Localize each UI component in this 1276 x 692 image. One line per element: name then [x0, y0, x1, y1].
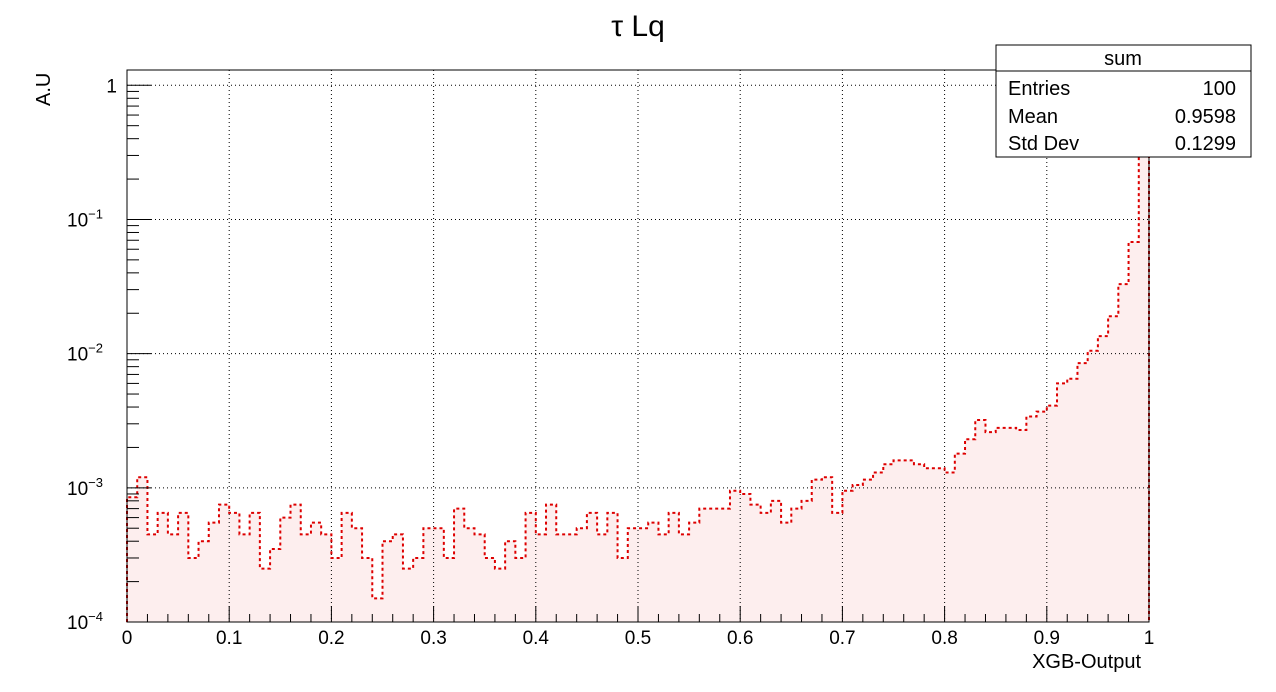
stats-stddev-value: 0.1299	[1175, 133, 1236, 155]
x-tick-label: 0.5	[625, 628, 651, 649]
x-tick-label: 0.9	[1034, 628, 1060, 649]
x-tick-label: 0.4	[523, 628, 550, 649]
histogram-fill	[127, 141, 1149, 622]
y-tick-label: 10−4	[67, 609, 103, 634]
histogram-series-line	[126, 140, 1150, 622]
x-tick-label: 0.3	[420, 628, 446, 649]
histogram-fill-layer	[127, 141, 1149, 622]
x-tick-label: 0.6	[727, 628, 753, 649]
grid-layer	[127, 70, 1149, 623]
x-tick-label: 0.2	[318, 628, 344, 649]
x-tick-label: 0.8	[931, 628, 957, 649]
stats-mean-value: 0.9598	[1175, 106, 1236, 128]
y-tick-label: 1	[106, 76, 117, 97]
histogram-line-layer	[126, 140, 1150, 622]
x-axis-label: XGB-Output	[1032, 651, 1141, 673]
axis-layer: 0 0.1 0.2 0.3 0.4 0.5 0.6 0.7 0.8 0.9 1 10−4 10−3 10−…	[67, 76, 1154, 649]
x-tick-label: 0	[122, 628, 133, 649]
stats-entries-value: 100	[1203, 78, 1236, 100]
y-tick-label: 10−1	[67, 206, 103, 231]
x-tick-label: 0.1	[216, 628, 242, 649]
y-tick-label: 10−2	[67, 341, 103, 366]
x-tick-label: 1	[1144, 628, 1155, 649]
stats-box: sum Entries 100 Mean 0.9598 Std Dev 0.12…	[995, 44, 1252, 158]
stats-box-title: sum	[1104, 48, 1142, 70]
chart-title: τ Lq	[611, 10, 665, 43]
stats-stddev-label: Std Dev	[1008, 133, 1079, 155]
stats-box-frame	[995, 44, 1252, 158]
y-axis-label: A.U	[33, 73, 55, 106]
plot-frame	[126, 69, 1150, 623]
stats-entries-label: Entries	[1008, 78, 1070, 100]
stats-mean-label: Mean	[1008, 106, 1058, 128]
y-tick-label: 10−3	[67, 475, 103, 500]
x-tick-label: 0.7	[829, 628, 855, 649]
